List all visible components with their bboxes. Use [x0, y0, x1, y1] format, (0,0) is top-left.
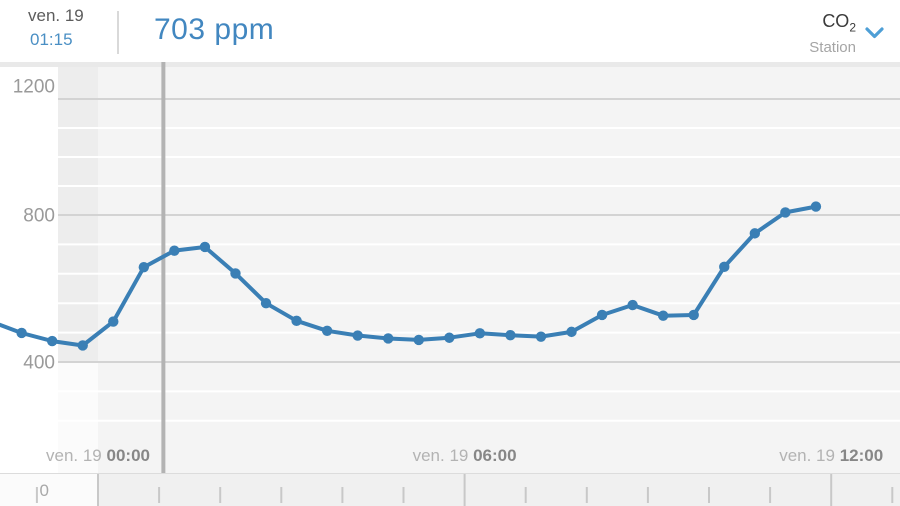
data-point[interactable]	[535, 331, 547, 342]
data-point[interactable]	[444, 332, 455, 343]
app-header: ven. 19 01:15 703 ppm CO2 Station	[0, 0, 900, 62]
data-point[interactable]	[657, 310, 669, 321]
data-point[interactable]	[46, 335, 58, 347]
measure-module-selector[interactable]: CO2 Station	[809, 10, 884, 57]
plot-background	[0, 62, 900, 473]
chart-cursor[interactable]	[161, 62, 166, 477]
cursor-date-label: ven. 19	[28, 6, 84, 25]
y-axis-label: 1200	[13, 77, 55, 98]
data-point[interactable]	[413, 334, 424, 346]
data-point[interactable]	[230, 268, 241, 279]
cursor-value-label: 703 ppm	[154, 13, 275, 46]
data-point[interactable]	[566, 326, 577, 338]
y-axis-gutter	[0, 62, 58, 473]
module-label: Station	[809, 38, 856, 56]
data-point[interactable]	[138, 261, 150, 273]
data-point[interactable]	[199, 241, 211, 253]
data-point[interactable]	[260, 298, 272, 309]
pre-midnight-band-lower	[58, 362, 98, 473]
measure-label: CO2	[822, 11, 856, 35]
x-axis-label: ven. 19 06:00	[413, 446, 517, 465]
data-point[interactable]	[627, 299, 638, 311]
data-point[interactable]	[596, 309, 608, 321]
x-axis-label: ven. 19 00:00	[46, 446, 150, 465]
data-point[interactable]	[108, 316, 119, 327]
data-point[interactable]	[321, 325, 333, 336]
data-point[interactable]	[780, 207, 791, 218]
data-point[interactable]	[383, 333, 394, 344]
data-point[interactable]	[352, 330, 363, 341]
data-point[interactable]	[169, 245, 180, 256]
data-point[interactable]	[16, 327, 27, 339]
data-point[interactable]	[474, 328, 486, 339]
module-selector-labels: CO2 Station	[809, 10, 856, 57]
axis-strip-left	[0, 473, 98, 506]
chevron-down-icon	[865, 27, 884, 39]
pre-midnight-band	[58, 62, 98, 362]
cursor-time-label: 01:15	[30, 30, 73, 49]
axis-strip	[0, 473, 900, 506]
secondary-zero-label: 0	[40, 481, 49, 500]
data-point[interactable]	[688, 309, 699, 321]
data-point[interactable]	[719, 261, 730, 273]
data-point[interactable]	[291, 315, 302, 327]
x-axis-label: ven. 19 12:00	[779, 446, 883, 465]
data-point[interactable]	[749, 228, 761, 239]
data-point[interactable]	[505, 329, 516, 341]
data-point[interactable]	[77, 340, 88, 351]
data-point[interactable]	[810, 201, 822, 212]
header-divider	[117, 11, 119, 54]
y-axis-label: 800	[23, 206, 55, 227]
chart-top-band	[0, 62, 900, 67]
co2-line	[0, 204, 818, 348]
y-axis-label: 400	[23, 353, 55, 374]
